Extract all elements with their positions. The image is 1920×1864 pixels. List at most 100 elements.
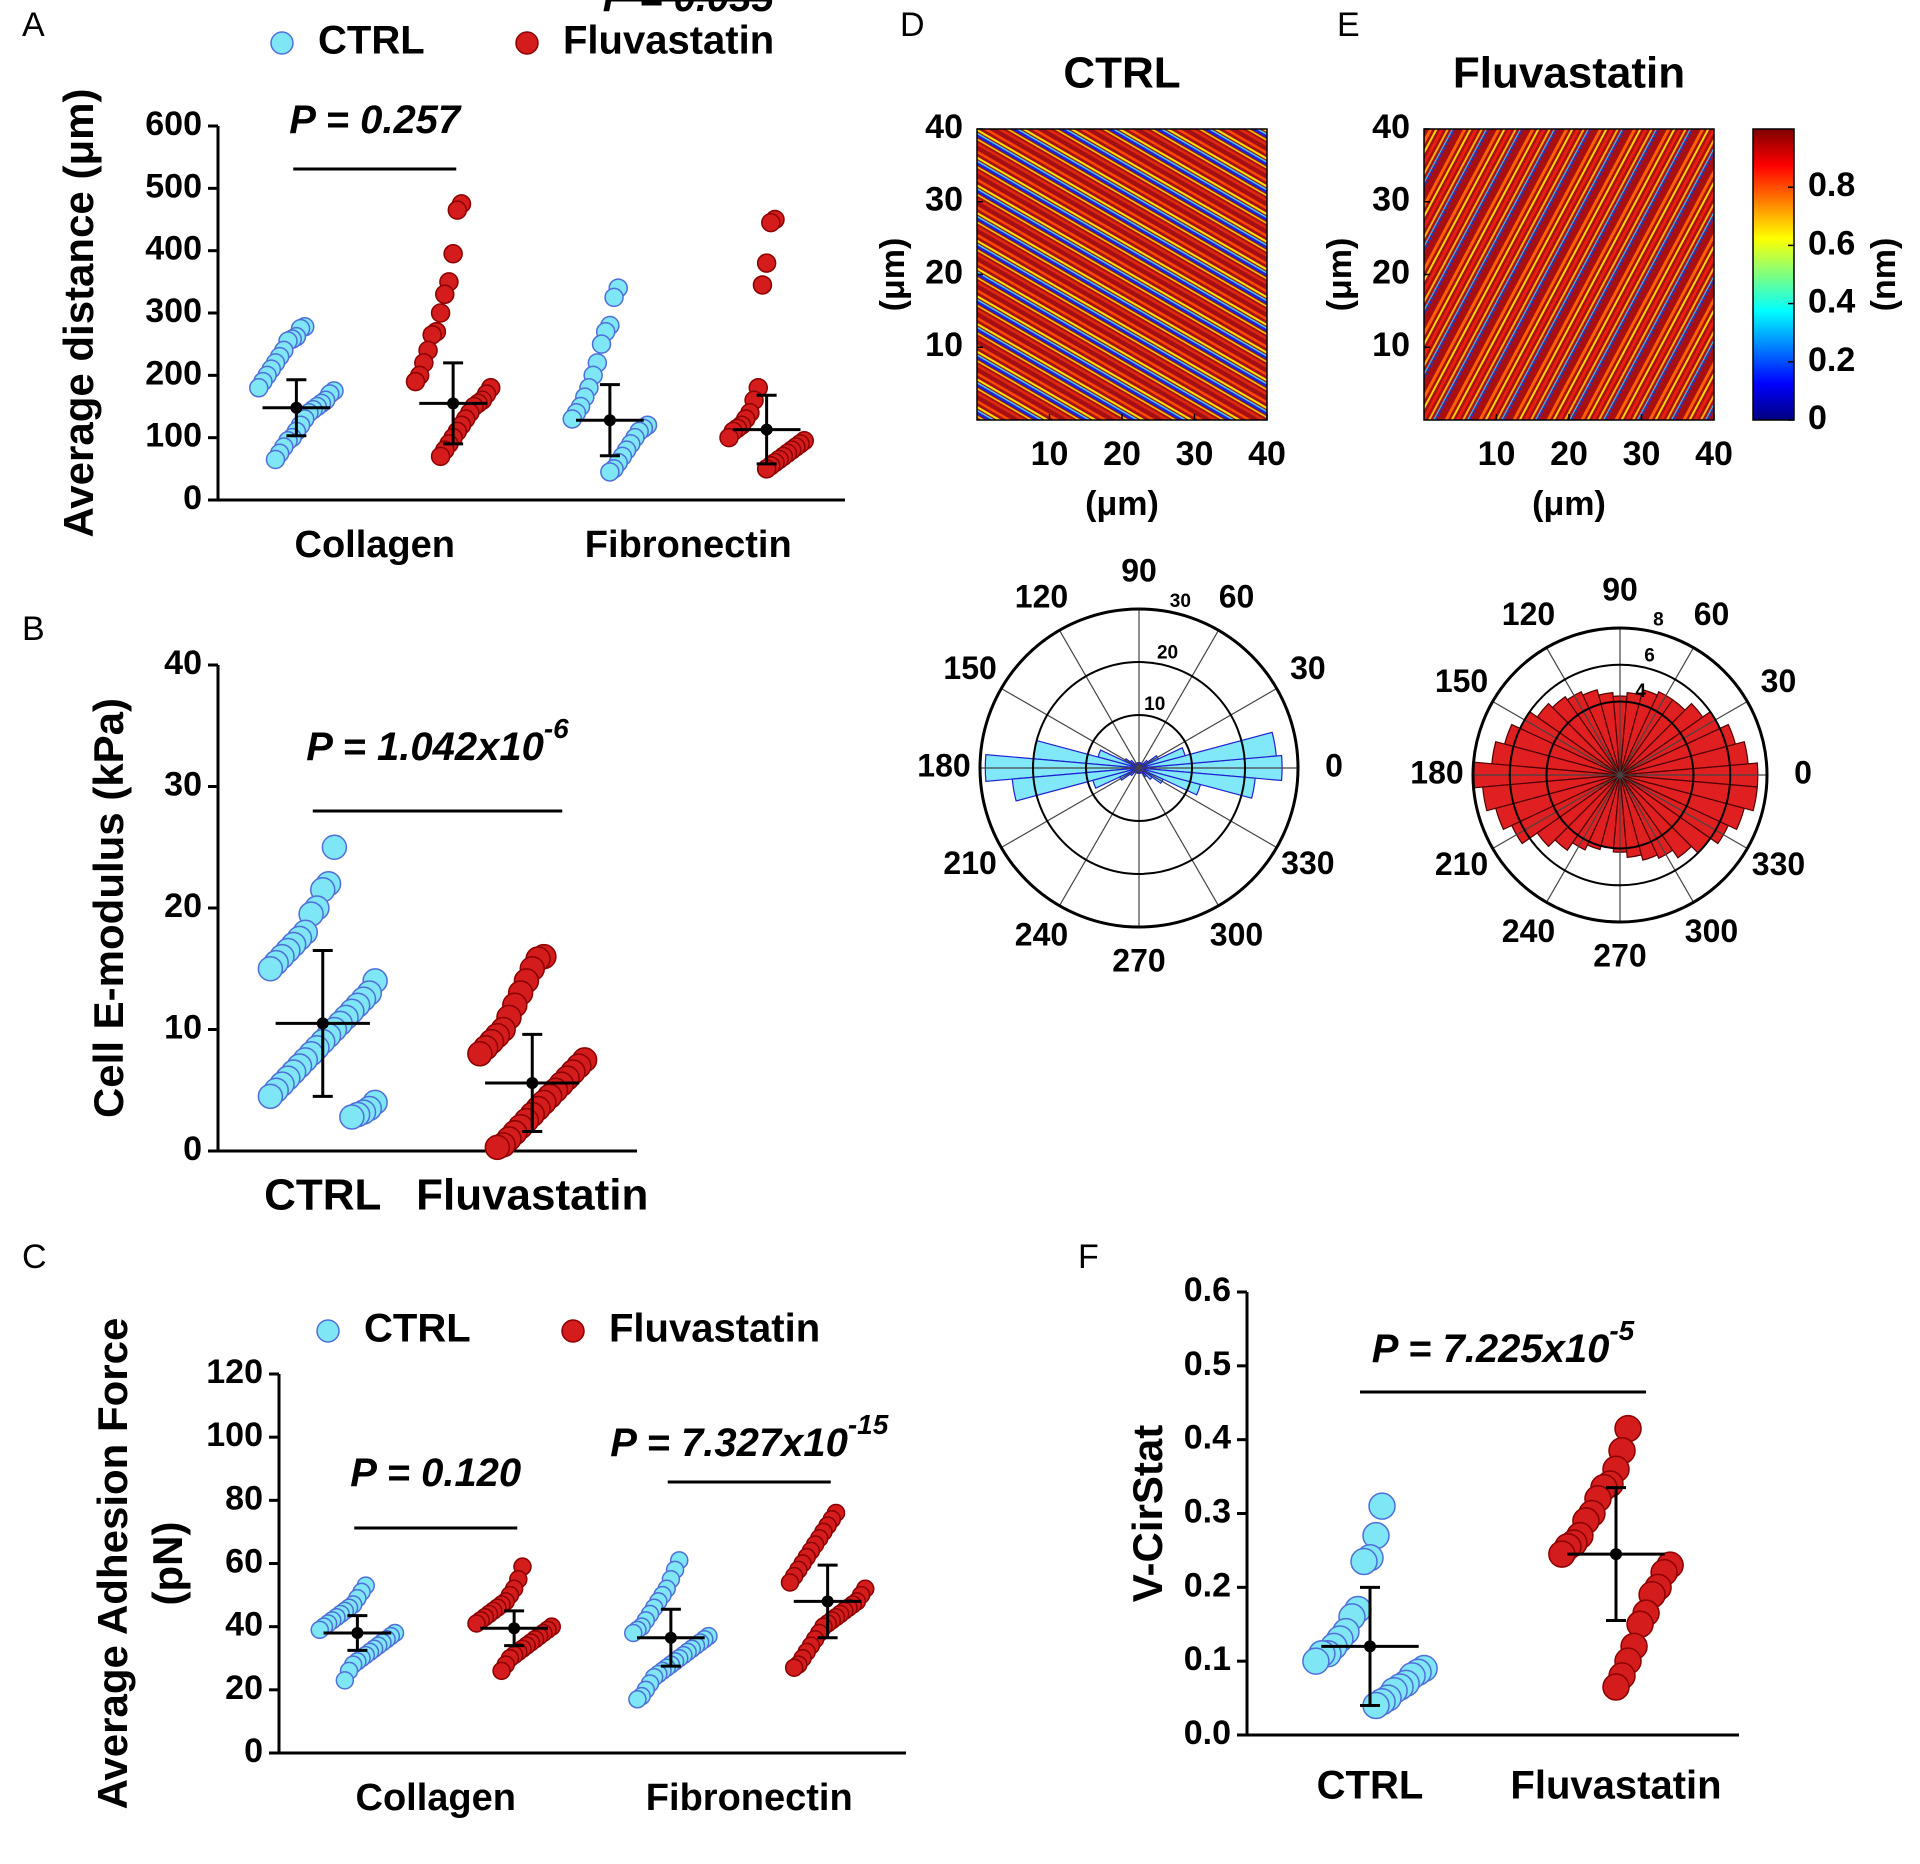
heatmap-image [977, 129, 1267, 420]
theta-tick-label: 90 [1602, 571, 1638, 607]
p-value-exponent: -15 [848, 1409, 889, 1440]
panel-letter: B [22, 610, 45, 648]
chart-title: Fluvastatin [1453, 49, 1685, 98]
data-point [257, 956, 284, 982]
polar-ring [1508, 663, 1732, 887]
mean-point [664, 1631, 677, 1644]
x-tick-label: Fluvastatin [416, 1171, 648, 1220]
x-axis-label: (μm) [1532, 485, 1606, 523]
colorbar-tick-label: 0.2 [1808, 341, 1855, 379]
data-point [756, 253, 777, 273]
mean-point [351, 1626, 364, 1639]
y-tick-label: 10 [164, 1008, 202, 1046]
polar-bar [1536, 774, 1621, 848]
y-tick-label: 40 [225, 1606, 263, 1644]
y-tick-label: 0.0 [1184, 1714, 1231, 1752]
data-point [492, 1661, 511, 1681]
y-tick-label: 0.2 [1184, 1566, 1231, 1604]
polar-ring [1085, 714, 1193, 822]
y-tick-label: 100 [206, 1416, 263, 1454]
data-point [310, 1620, 330, 1640]
chart-title: CTRL [1063, 49, 1180, 98]
x-tick-label: 20 [1103, 435, 1141, 473]
theta-tick-label: 210 [943, 845, 996, 881]
theta-tick-label: 150 [943, 650, 996, 686]
theta-tick-label: 240 [1015, 916, 1068, 952]
polar-spoke [1058, 630, 1140, 769]
y-tick-label: 0.5 [1184, 1345, 1231, 1383]
x-tick-label: 30 [1176, 435, 1214, 473]
y-tick-label: 40 [925, 108, 963, 146]
r-tick-label: 4 [1635, 681, 1646, 702]
data-point [591, 334, 612, 354]
polar-spoke [1138, 767, 1277, 849]
data-point [1302, 1647, 1330, 1675]
theta-tick-label: 330 [1752, 846, 1805, 882]
p-value-text: P = 0.120 [350, 1451, 521, 1495]
panel-letter: C [22, 1238, 47, 1276]
y-axis-label: (μm) [1321, 238, 1359, 312]
theta-tick-label: 300 [1685, 913, 1738, 949]
panel-letter: A [22, 6, 45, 44]
theta-tick-label: 60 [1694, 596, 1730, 632]
data-point [1602, 1673, 1630, 1701]
colorbar-tick-label: 0.6 [1808, 224, 1855, 262]
polar-spoke [1001, 687, 1140, 769]
theta-tick-label: 120 [1502, 596, 1555, 632]
data-point [447, 200, 468, 220]
theta-tick-label: 0 [1325, 747, 1343, 783]
p-value: P = 0.120 [350, 1451, 521, 1495]
theta-tick-label: 180 [1410, 754, 1463, 790]
y-tick-label: 10 [1372, 326, 1410, 364]
data-point [335, 1671, 355, 1690]
data-point [435, 284, 455, 305]
polar-spoke [1138, 767, 1220, 906]
panel-letter: F [1078, 1238, 1099, 1276]
data-point [628, 1690, 647, 1709]
y-tick-label: 80 [225, 1479, 263, 1517]
colorbar-label: (nm) [1865, 238, 1903, 312]
data-point [752, 275, 773, 295]
data-point [780, 1573, 800, 1592]
polar-frame [1471, 626, 1769, 924]
y-tick-label: 40 [164, 644, 202, 682]
mean-point [447, 397, 460, 410]
y-tick-label: 30 [925, 181, 963, 219]
mean-point [290, 401, 303, 414]
polar-bar [1619, 689, 1659, 776]
polar-ring [1545, 700, 1695, 850]
data-point [1350, 1547, 1378, 1576]
x-tick-label: CTRL [1317, 1764, 1424, 1808]
y-tick-label: 10 [925, 326, 963, 364]
legend-label: Fluvastatin [563, 19, 774, 63]
y-tick-label: 60 [225, 1542, 263, 1580]
y-axis-label: Average distance (μm) [55, 89, 102, 538]
theta-tick-label: 270 [1593, 937, 1646, 973]
x-tick-label: 10 [1478, 435, 1516, 473]
y-tick-label: 20 [164, 887, 202, 925]
data-point [430, 446, 451, 467]
colorbar-tick-label: 0 [1808, 399, 1827, 437]
x-tick-label: Fluvastatin [1510, 1764, 1721, 1808]
panel-letter: E [1337, 6, 1360, 44]
r-tick-label: 8 [1653, 610, 1664, 631]
y-tick-label: 0.1 [1184, 1640, 1231, 1678]
y-tick-label: 30 [164, 765, 202, 803]
theta-tick-label: 150 [1435, 663, 1488, 699]
y-tick-label: 20 [925, 253, 963, 291]
y-tick-label: 500 [145, 167, 202, 205]
heatmap-image [1424, 129, 1714, 420]
polar-ring [1032, 661, 1246, 875]
r-tick-label: 10 [1144, 694, 1165, 715]
y-tick-label: 120 [206, 1353, 263, 1391]
x-axis-label: (μm) [1085, 485, 1159, 523]
data-point [484, 1134, 511, 1161]
p-value-text: P = 0.035 [603, 0, 775, 20]
polar-bar [1554, 774, 1621, 852]
y-tick-label: 100 [145, 417, 202, 455]
polar-bar [1619, 774, 1758, 812]
data-point [467, 1041, 493, 1067]
x-tick-label: 20 [1550, 435, 1588, 473]
p-value: P = 0.035 [603, 0, 775, 20]
